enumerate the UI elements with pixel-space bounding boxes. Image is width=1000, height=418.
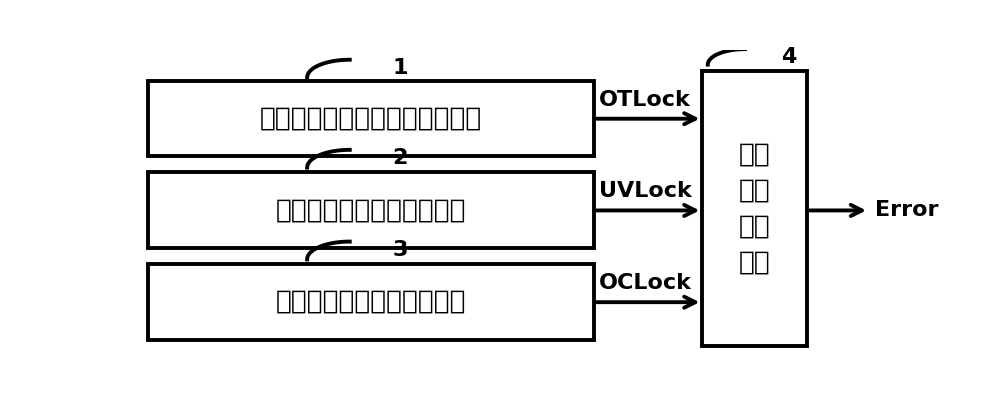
- Text: OCLock: OCLock: [599, 273, 691, 293]
- Text: 高精度高可靠过流保护电路: 高精度高可靠过流保护电路: [276, 289, 466, 315]
- Bar: [148, 264, 594, 340]
- Text: 4: 4: [781, 47, 797, 67]
- Text: Error: Error: [875, 201, 939, 220]
- Text: 错误
处理
逻辑
电路: 错误 处理 逻辑 电路: [739, 142, 771, 276]
- Bar: [702, 71, 807, 346]
- Text: 高精度高可靠欠压保护电路: 高精度高可靠欠压保护电路: [276, 197, 466, 223]
- Text: 2: 2: [392, 148, 408, 168]
- Bar: [148, 81, 594, 156]
- Text: 1: 1: [392, 58, 408, 78]
- Bar: [148, 173, 594, 248]
- Text: 3: 3: [392, 240, 408, 260]
- Text: 高精度宽电压范围过温保护电路: 高精度宽电压范围过温保护电路: [260, 106, 482, 132]
- Text: UVLock: UVLock: [599, 181, 691, 201]
- Text: OTLock: OTLock: [599, 90, 690, 110]
